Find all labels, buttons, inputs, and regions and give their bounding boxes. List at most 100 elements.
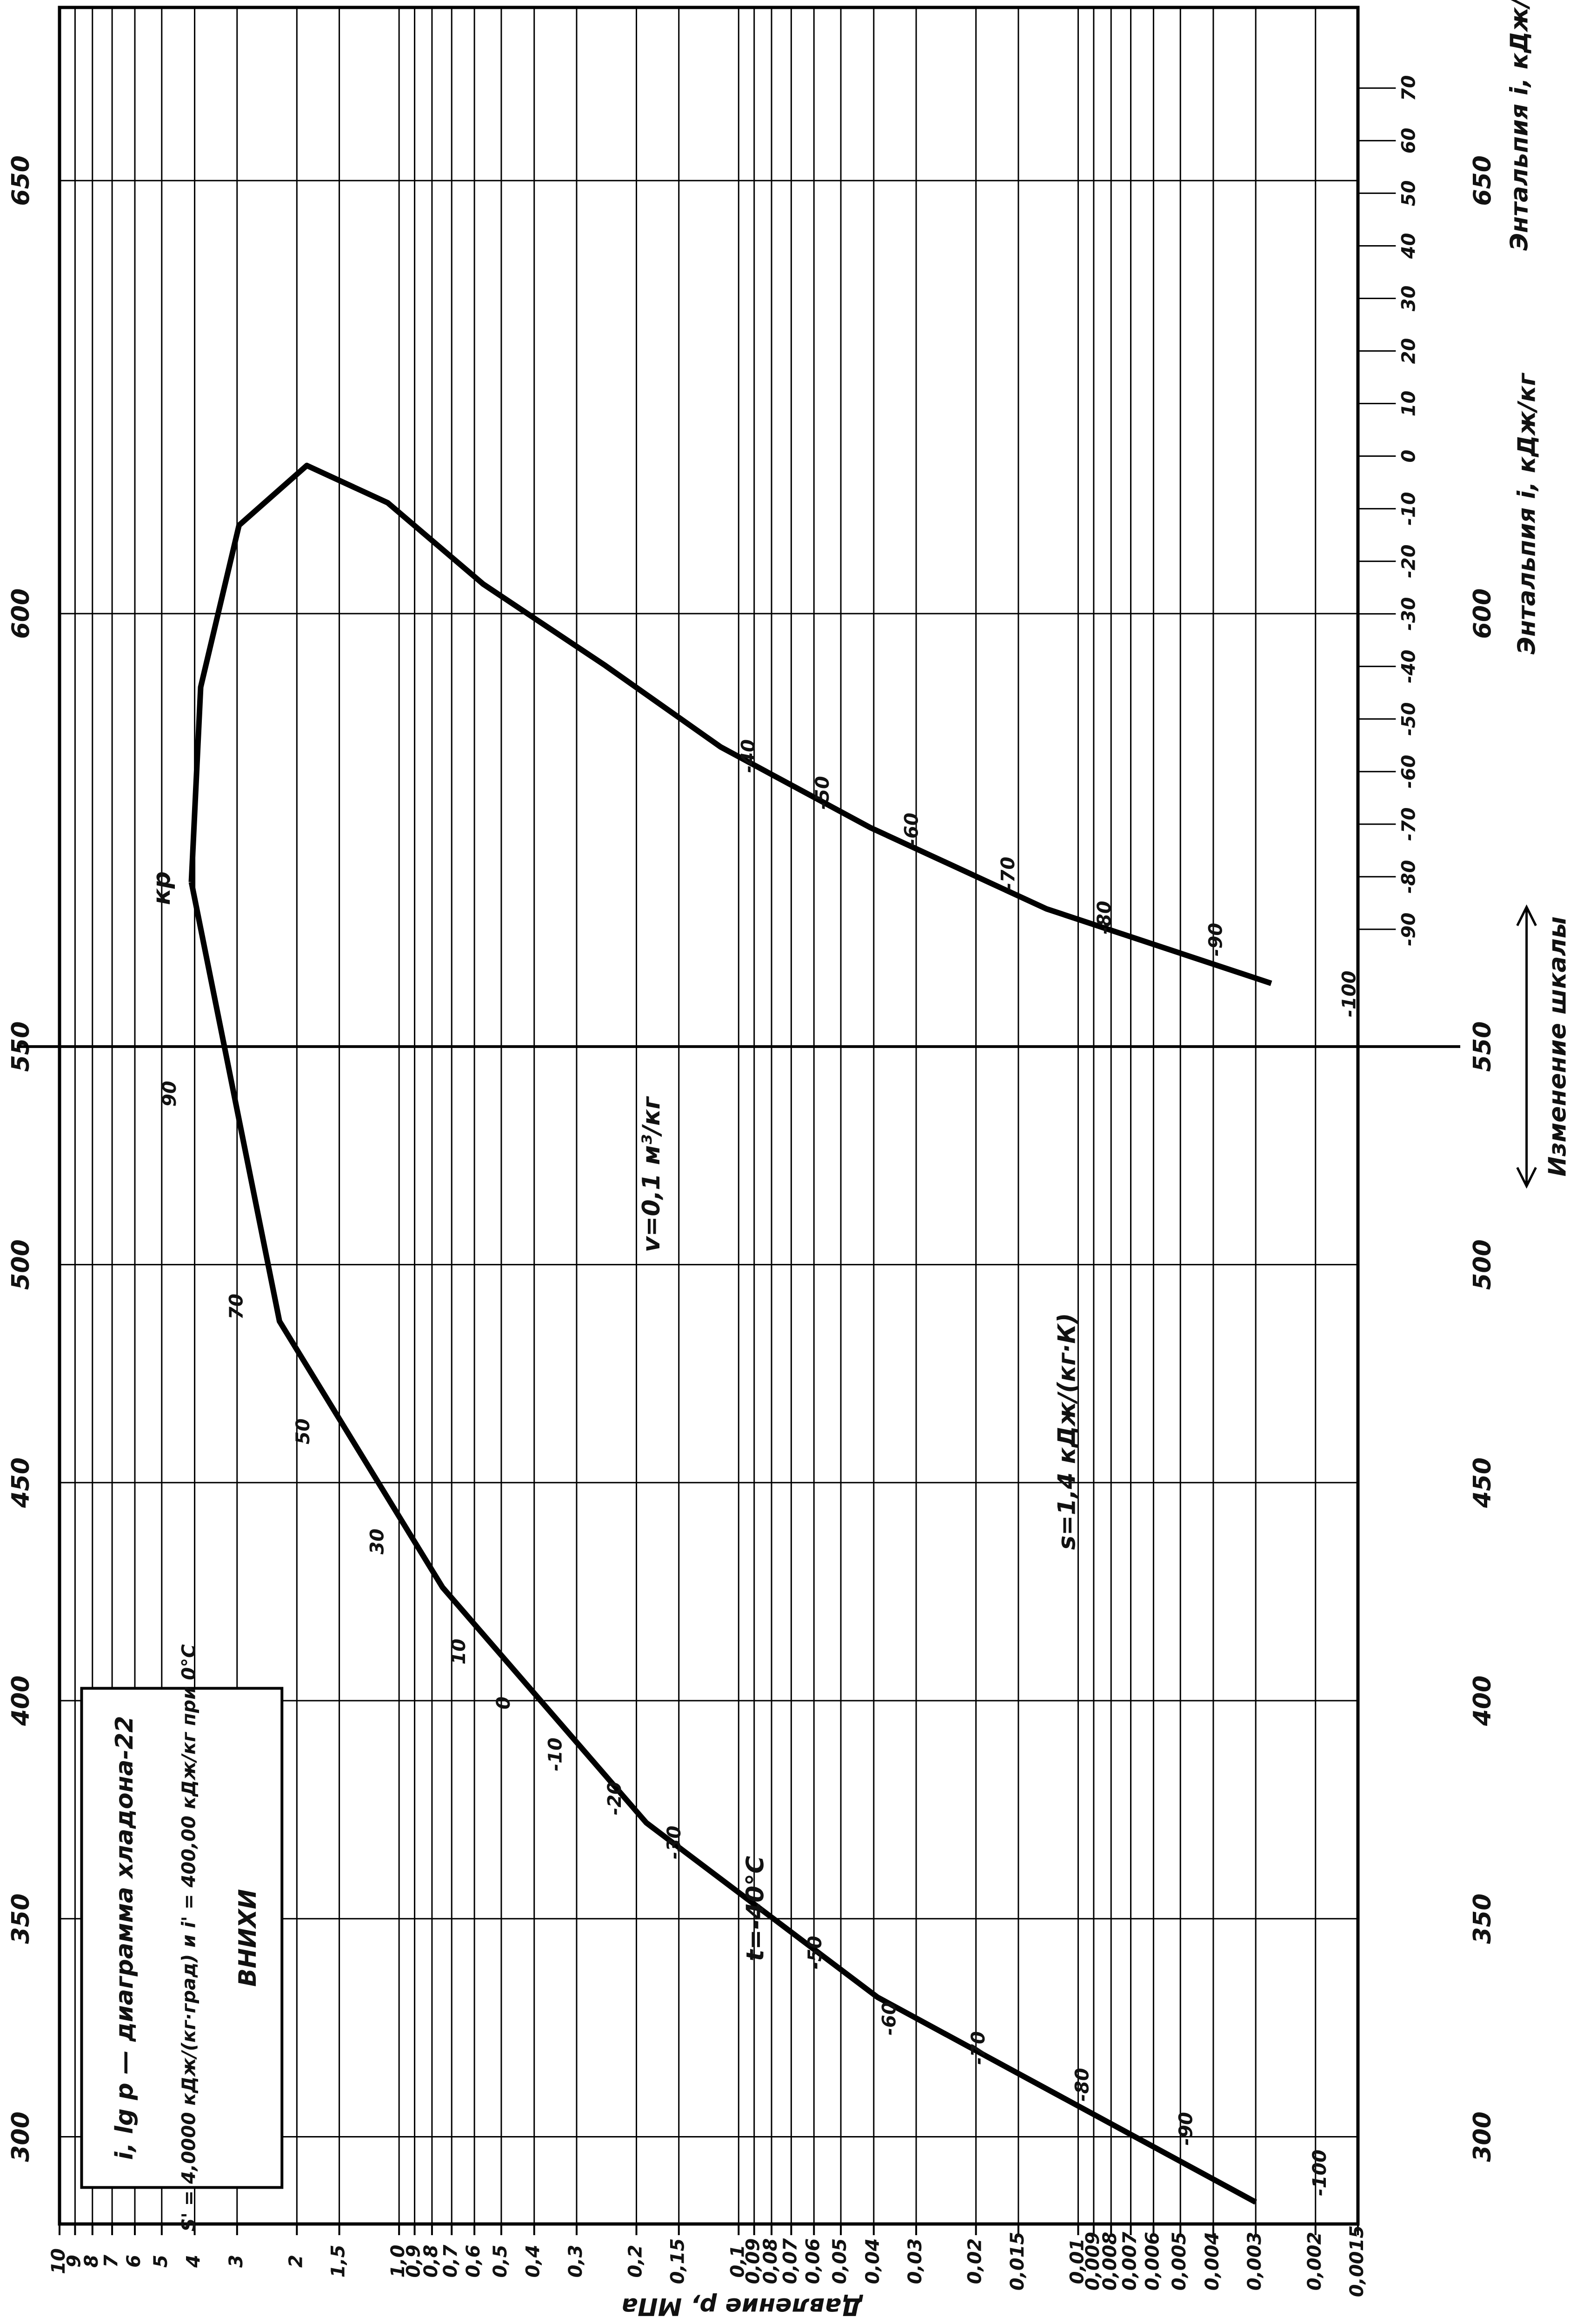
x-tick-label: 4 [183, 2255, 205, 2268]
temperature-label: -100 [1339, 971, 1360, 1017]
annotation: s=1,4 кДж/(кг·К) [1053, 1313, 1081, 1549]
y-tick-label: 600 [1469, 588, 1497, 639]
x-tick-label: 1,5 [328, 2245, 349, 2278]
isotherm-scale-label: 0 [1398, 450, 1419, 463]
annotation: t=-40°C [741, 1856, 769, 1962]
temperature-label: 0 [493, 1696, 514, 1710]
x-tick-label: 0,3 [565, 2245, 586, 2278]
chart-title: S' = 4,0000 кДж/(кг·град) и i' = 400,00 … [178, 1644, 200, 2232]
temperature-label: -90 [1176, 2112, 1197, 2145]
chart-source: ВНИХИ [234, 1889, 262, 1987]
temperature-label: -70 [968, 2031, 989, 2065]
isotherm-scale-label: 10 [1398, 391, 1419, 417]
y-tick-label: 400 [1469, 1676, 1497, 1727]
title-box [80, 1687, 284, 2189]
x-tick-label: 0,005 [1169, 2232, 1190, 2291]
x-tick-label: 0,2 [625, 2245, 646, 2278]
temperature-label: -100 [1309, 2150, 1331, 2196]
temperature-label: 30 [367, 1529, 388, 1555]
x-tick-label: 0,004 [1202, 2232, 1223, 2291]
x-tick-label: 0,02 [965, 2238, 986, 2284]
temperature-label: -70 [998, 857, 1019, 890]
x-tick-label: 5 [150, 2255, 172, 2268]
x-tick-label: 0,1 [727, 2245, 748, 2278]
y-tick-label: 650 [7, 155, 35, 206]
saturation-line [188, 462, 1272, 986]
x-tick-label: 10 [48, 2248, 69, 2274]
x-tick-label: 0,4 [523, 2245, 544, 2278]
x-tick-label: 0,003 [1244, 2232, 1265, 2291]
x-tick-label: 0,9 [403, 2245, 425, 2278]
y-tick-label: 650 [1469, 155, 1497, 206]
x-tick-label: 0,03 [905, 2238, 926, 2284]
temperature-label: -40 [738, 739, 759, 773]
x-tick-label: 0,04 [862, 2238, 884, 2284]
isotherm-scale-label: -10 [1398, 492, 1419, 525]
temperature-label: -80 [1071, 2068, 1093, 2101]
x-tick-label: 0,08 [760, 2238, 781, 2284]
isotherm-scale-label: 40 [1398, 233, 1419, 260]
y-tick-label: 300 [1469, 2111, 1497, 2162]
x-tick-label: 0,6 [463, 2245, 484, 2278]
x-tick-label: 0,002 [1304, 2232, 1325, 2291]
scale-change-arrow [1516, 904, 1537, 1189]
temperature-label: 10 [448, 1639, 470, 1665]
x-tick-label: 7 [100, 2255, 122, 2268]
annotation: кр [148, 871, 176, 905]
x-tick-label: 1,0 [387, 2245, 409, 2278]
y-tick-label: 350 [1469, 1893, 1497, 1944]
x-tick-label: 2 [285, 2255, 306, 2268]
x-tick-label: 6 [123, 2255, 145, 2268]
x-tick-label: 8 [81, 2255, 102, 2268]
temperature-label: 50 [293, 1418, 314, 1444]
temperature-label: 90 [159, 1081, 180, 1107]
x-tick-label: 0,007 [1119, 2232, 1141, 2291]
x-tick-label: 0,006 [1142, 2232, 1163, 2291]
temperature-label: -30 [664, 1826, 685, 1859]
isotherm-scale-label: 20 [1398, 338, 1419, 364]
isotherm-scale-label: -70 [1398, 808, 1419, 841]
isotherm-scale-label: -60 [1398, 755, 1419, 788]
x-tick-label: 0,05 [829, 2238, 851, 2284]
x-tick-label: 0,15 [667, 2238, 689, 2284]
temperature-label: -50 [805, 1936, 826, 1969]
y-tick-label: 550 [1469, 1022, 1497, 1072]
y-tick-label: 500 [1469, 1239, 1497, 1290]
x-tick-label: 0,009 [1082, 2232, 1104, 2291]
isotherm-scale-label: 50 [1398, 180, 1419, 207]
x-tick-label: 0,5 [490, 2245, 511, 2278]
chart-title: i, lg p — диаграмма хладона-22 [111, 1716, 139, 2160]
scale-change-label: Изменение шкалы [1544, 916, 1570, 1176]
temperature-label: -50 [812, 776, 833, 809]
y-tick-label: 500 [7, 1239, 35, 1290]
y-tick-label: 450 [1469, 1457, 1497, 1509]
annotation: v=0,1 м³/кг [638, 1096, 665, 1252]
temperature-label: -10 [545, 1737, 566, 1771]
y-tick-label: 400 [7, 1676, 35, 1727]
x-tick-label: 0,015 [1007, 2232, 1028, 2291]
y-tick-label: 300 [7, 2111, 35, 2162]
x-tick-label: 0,008 [1099, 2232, 1121, 2291]
isotherm-scale-label: -90 [1398, 913, 1419, 946]
x-tick-label: 0,0015 [1346, 2225, 1368, 2297]
isotherm-scale-label: -50 [1398, 702, 1419, 736]
x-tick-label: 0,07 [779, 2238, 801, 2284]
x-tick-label: 0,06 [802, 2238, 824, 2284]
temperature-label: 70 [226, 1294, 247, 1320]
temperature-label: -90 [1205, 923, 1227, 956]
x-tick-label: 3 [226, 2255, 247, 2268]
y-tick-label: 600 [7, 588, 35, 639]
temperature-label: -60 [879, 2002, 900, 2035]
x-tick-label: 0,01 [1066, 2238, 1088, 2284]
temperature-label: -80 [1094, 901, 1115, 934]
x-axis-title: Давление p, МПа [621, 2292, 864, 2320]
isotherm-scale-label: 60 [1398, 128, 1419, 154]
isotherm-scale-label: -30 [1398, 597, 1419, 630]
isotherm-scale-label: 30 [1398, 286, 1419, 312]
y-tick-label: 350 [7, 1893, 35, 1944]
x-tick-label: 0,09 [743, 2238, 764, 2284]
y-tick-label: 450 [7, 1457, 35, 1509]
y-axis-title: Энтальпия i, кДж/кг [1513, 372, 1541, 654]
isotherm-scale-label: -20 [1398, 544, 1419, 578]
